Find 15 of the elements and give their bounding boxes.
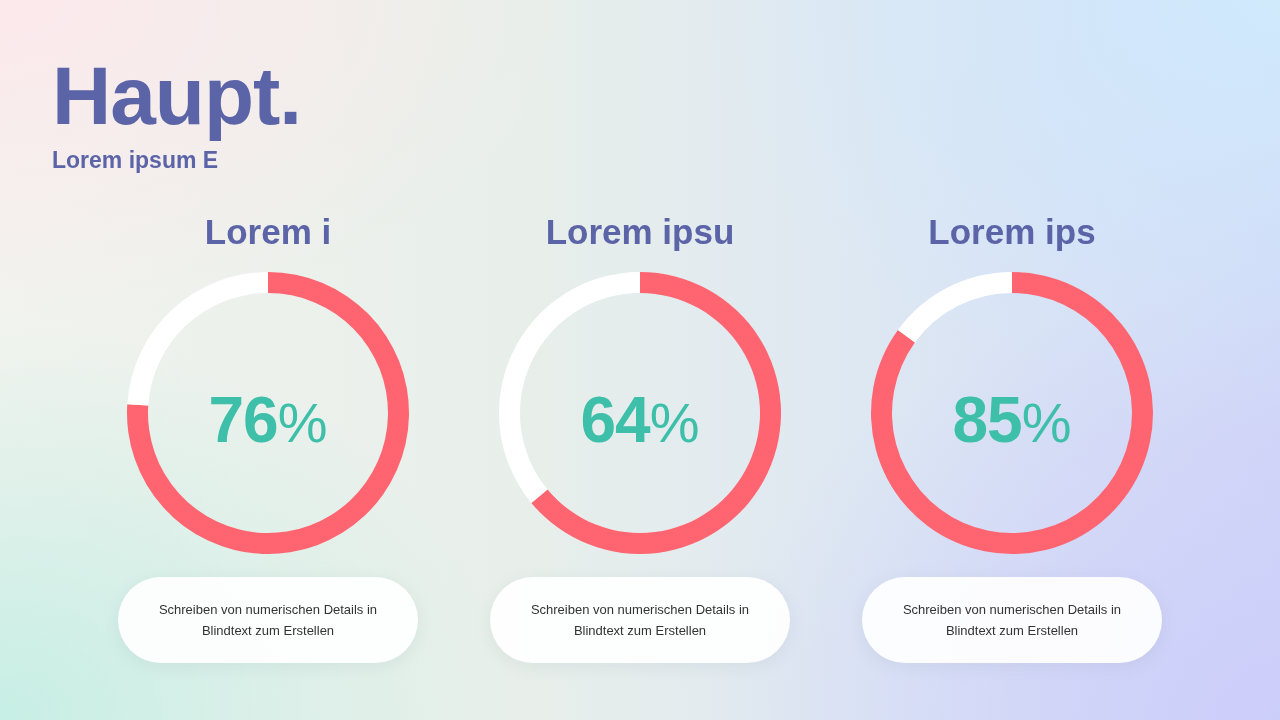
donut-slice xyxy=(127,272,409,554)
data-label: 76% xyxy=(208,384,328,456)
rounded-card: Schreiben von numerischen Details in Blindtext zum Erstellen xyxy=(118,577,418,663)
donut-slice xyxy=(897,272,1012,343)
rounded-card: Schreiben von numerischen Details in Blindtext zum Erstellen xyxy=(490,577,790,663)
text: Haupt. xyxy=(52,49,303,143)
data-label: 85% xyxy=(952,384,1072,456)
data-label: 64% xyxy=(580,384,700,456)
donut-slice xyxy=(871,272,1153,554)
chart-title: Lorem i xyxy=(203,211,333,253)
donut-slice xyxy=(531,272,781,554)
text: Lorem ipsum E xyxy=(52,146,220,174)
chart-title: Lorem ipsu xyxy=(544,211,736,253)
rounded-card: Schreiben von numerischen Details in Blindtext zum Erstellen xyxy=(862,577,1162,663)
chart-title: Lorem ips xyxy=(927,211,1097,253)
